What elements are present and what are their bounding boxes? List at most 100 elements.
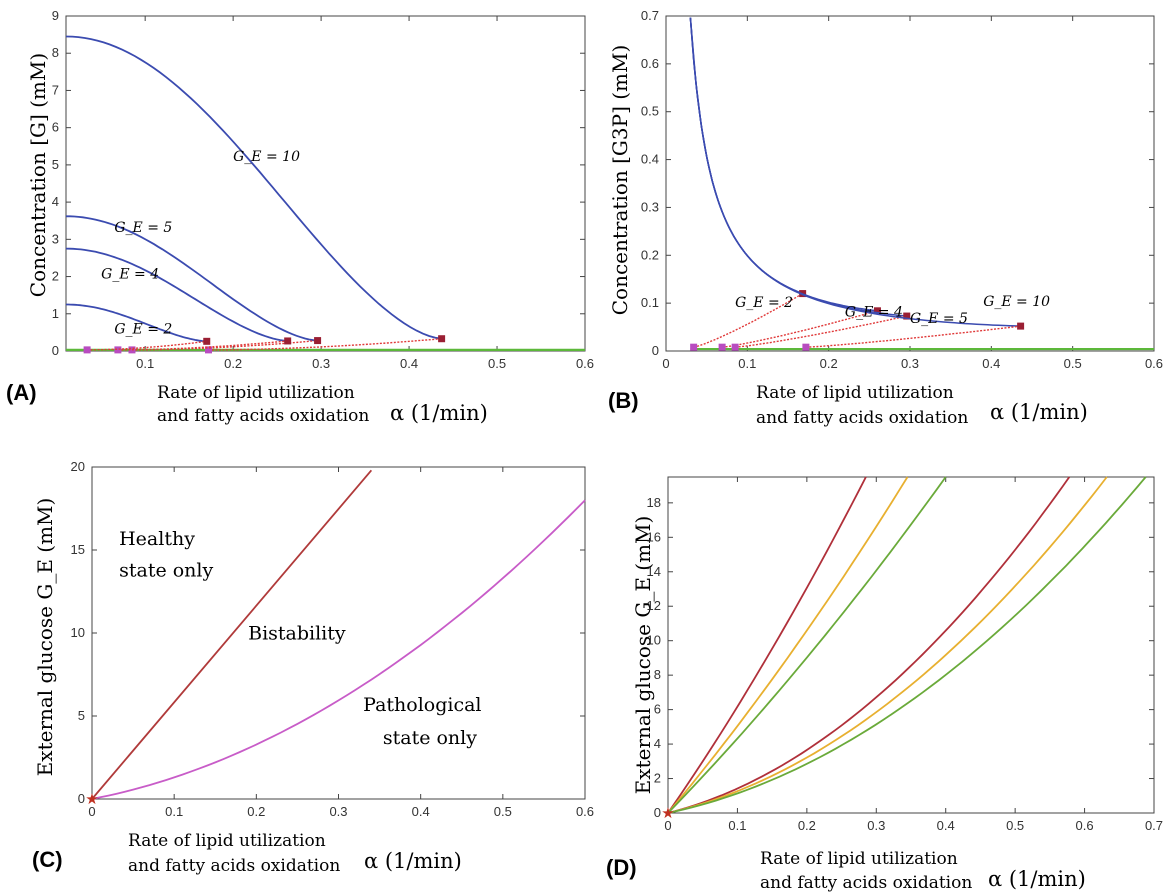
panel-a-ytick-label: 9 <box>52 8 59 23</box>
panel-b-unstable-branch <box>693 292 803 348</box>
panel-c-region-label: state only <box>383 727 477 749</box>
panel-c-xtick-label: 0.5 <box>494 804 512 819</box>
panel-d-xtick-label: 0.2 <box>798 818 816 833</box>
panel-a-unstable-branch <box>87 340 207 351</box>
panel-c-ytick-label: 0 <box>78 791 85 806</box>
panel-d-ytick-label: 16 <box>647 529 661 544</box>
panel-d-xlabel-line1: Rate of lipid utilization <box>760 849 958 869</box>
panel-d-left-curve <box>667 476 867 814</box>
panel-c: External glucose G_E (mM) 0 0.1 0.2 0.3 0.4 0… <box>32 459 594 876</box>
panel-a-annotation: G_E = 10 <box>233 149 300 165</box>
panel-a-unstable-branch <box>117 340 288 351</box>
panel-d-label: (D) <box>606 855 637 880</box>
panel-b-annotation: G_E = 5 <box>910 311 968 327</box>
panel-d-ylabel: External glucose G_E (mM) <box>631 516 655 795</box>
panel-d-ytick-label: 14 <box>647 564 661 579</box>
panel-b-high-branch <box>689 17 1021 327</box>
panel-b-xlabel-line2: and fatty acids oxidation <box>756 408 968 428</box>
panel-a-xlabel-line2: and fatty acids oxidation <box>157 406 369 426</box>
panel-a-saddle-node-marker <box>438 335 446 343</box>
panel-c-ytick-label: 20 <box>71 459 85 474</box>
panel-a-high-branch <box>65 247 288 342</box>
panel-b-unstable-branch <box>735 315 907 348</box>
panel-a-annotation: G_E = 2 <box>114 322 172 338</box>
panel-d-ytick-label: 8 <box>654 667 661 682</box>
panel-d-ytick-label: 6 <box>654 702 661 717</box>
panel-c-origin-star: ★ <box>85 791 98 808</box>
panel-d-ytick-label: 12 <box>647 598 661 613</box>
panel-b-ytick-label: 0.1 <box>641 295 659 310</box>
panel-d-xtick-label: 0.3 <box>867 818 885 833</box>
panel-d-axes-box <box>667 476 1155 814</box>
panel-a-xtick-label: 0.3 <box>312 356 330 371</box>
panel-a: Concentration [G] (mM) 0.1 0.2 0.3 0.4 0.5 0.… <box>6 8 594 426</box>
panel-d-xtick-label: 0 <box>664 818 671 833</box>
panel-a-xlabel-line1: Rate of lipid utilization <box>157 383 355 403</box>
panel-d-ytick-label: 4 <box>654 736 661 751</box>
panel-b-saddle-node-marker <box>873 307 881 315</box>
panel-b-ytick-label: 0.6 <box>641 56 659 71</box>
panel-a-annotation: G_E = 5 <box>114 220 172 236</box>
panel-d-axes: 0 0.1 0.2 0.3 0.4 0.5 0.6 0.7 0 2 4 6 8 10 12 14 16 18 ★ <box>647 476 1163 833</box>
panel-b-xtick-label: 0.5 <box>1064 356 1082 371</box>
panel-a-low-marker <box>83 346 91 354</box>
panel-d-xlabel-line2: and fatty acids oxidation <box>760 873 972 893</box>
panel-c-axes: 0 0.1 0.2 0.3 0.4 0.5 0.6 0 5 10 15 20 ★ Healthy state… <box>71 459 595 819</box>
panel-a-low-marker <box>205 346 213 354</box>
panel-d-left-curve <box>667 476 909 814</box>
panel-a-ytick-label: 8 <box>52 45 59 60</box>
panel-c-ytick-label: 5 <box>78 708 85 723</box>
panel-c-xtick-label: 0.3 <box>329 804 347 819</box>
panel-b-xtick-label: 0.2 <box>820 356 838 371</box>
panel-c-ylabel: External glucose G_E (mM) <box>33 498 57 777</box>
panel-c-ytick-label: 10 <box>71 625 85 640</box>
panel-a-ytick-label: 1 <box>52 306 59 321</box>
panel-b-ytick-label: 0.3 <box>641 199 659 214</box>
panel-c-region-label: Bistability <box>248 623 346 645</box>
panel-c-xtick-label: 0.6 <box>576 804 594 819</box>
panel-a-xtick-label: 0.4 <box>400 356 418 371</box>
panel-d-right-curve <box>667 476 1108 814</box>
panel-b-xtick-label: 0.1 <box>738 356 756 371</box>
panel-d-xtick-label: 0.6 <box>1076 818 1094 833</box>
panel-d: External glucose G_E (mM) 0 0.1 0.2 0.3 0.4 0… <box>606 476 1163 893</box>
panel-b-xtick-label: 0 <box>662 356 669 371</box>
panel-c-label: (C) <box>32 847 63 872</box>
panel-a-ylabel: Concentration [G] (mM) <box>26 53 50 297</box>
panel-b-unstable-branch <box>722 310 878 348</box>
panel-b-unstable-branch <box>805 325 1021 348</box>
panel-c-left-boundary <box>91 469 373 800</box>
panel-b-ytick-label: 0.5 <box>641 104 659 119</box>
panel-b-xtick-label: 0.6 <box>1145 356 1163 371</box>
panel-c-region-label: state only <box>119 560 213 582</box>
panel-b-ytick-label: 0 <box>652 343 659 358</box>
panel-d-origin-star: ★ <box>661 805 674 822</box>
panel-a-ytick-label: 3 <box>52 231 59 246</box>
panel-b-annotation: G_E = 10 <box>983 294 1050 310</box>
panel-a-ytick-label: 2 <box>52 269 59 284</box>
panel-a-label: (A) <box>6 380 37 405</box>
panel-a-xtick-label: 0.5 <box>488 356 506 371</box>
panel-a-saddle-node-marker <box>314 337 322 345</box>
panel-b: Concentration [G3P] (mM) 0 0.1 0.2 0.3 0.4 0.… <box>608 8 1163 428</box>
panel-c-right-boundary <box>91 499 586 800</box>
panel-d-xtick-label: 0.1 <box>728 818 746 833</box>
panel-b-low-marker <box>690 343 698 351</box>
panel-b-saddle-node-marker <box>903 312 911 320</box>
panel-b-label: (B) <box>608 388 639 413</box>
panel-a-ytick-label: 7 <box>52 82 59 97</box>
panel-a-ytick-label: 5 <box>52 157 59 172</box>
panel-a-saddle-node-marker <box>284 337 292 345</box>
panel-a-high-branch <box>65 35 442 340</box>
panel-a-annotation: G_E = 4 <box>101 266 159 282</box>
panel-d-xtick-label: 0.7 <box>1145 818 1163 833</box>
panel-d-xtick-label: 0.4 <box>937 818 955 833</box>
panel-b-ytick-label: 0.2 <box>641 247 659 262</box>
panel-a-axes-box <box>65 15 586 352</box>
panel-a-xtick-label: 0.1 <box>136 356 154 371</box>
panel-b-low-marker <box>718 343 726 351</box>
panel-d-ytick-label: 0 <box>654 805 661 820</box>
panel-c-xlabel-symbol: α (1/min) <box>364 849 462 873</box>
panel-a-unstable-branch <box>208 338 442 351</box>
